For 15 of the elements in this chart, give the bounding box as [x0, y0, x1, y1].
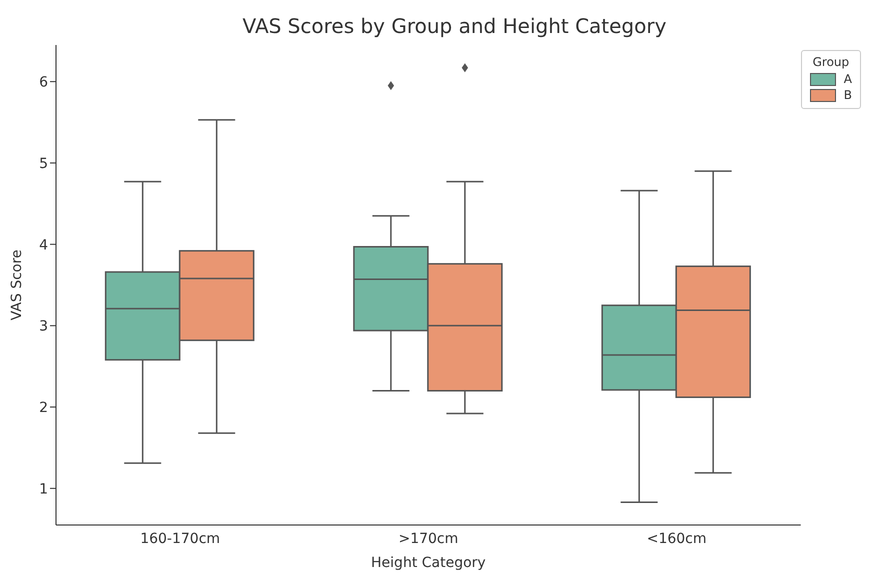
y-tick-label: 1	[39, 481, 48, 498]
legend-label: B	[844, 88, 852, 102]
y-tick-label: 2	[39, 400, 48, 416]
y-tick-label: 6	[39, 74, 48, 91]
y-tick-label: 5	[39, 156, 48, 172]
chart-title: VAS Scores by Group and Height Category	[242, 14, 668, 38]
x-axis-title: Height Category	[371, 555, 486, 571]
y-axis-title: VAS Score	[8, 250, 25, 320]
legend-title: Group	[812, 55, 850, 69]
y-tick-label: 3	[39, 318, 48, 335]
x-tick-label: >170cm	[398, 530, 458, 547]
legend-label: A	[844, 72, 852, 86]
x-tick-label: 160-170cm	[140, 530, 220, 547]
y-tick-label: 4	[39, 237, 48, 254]
x-tick-label: <160cm	[646, 530, 707, 547]
